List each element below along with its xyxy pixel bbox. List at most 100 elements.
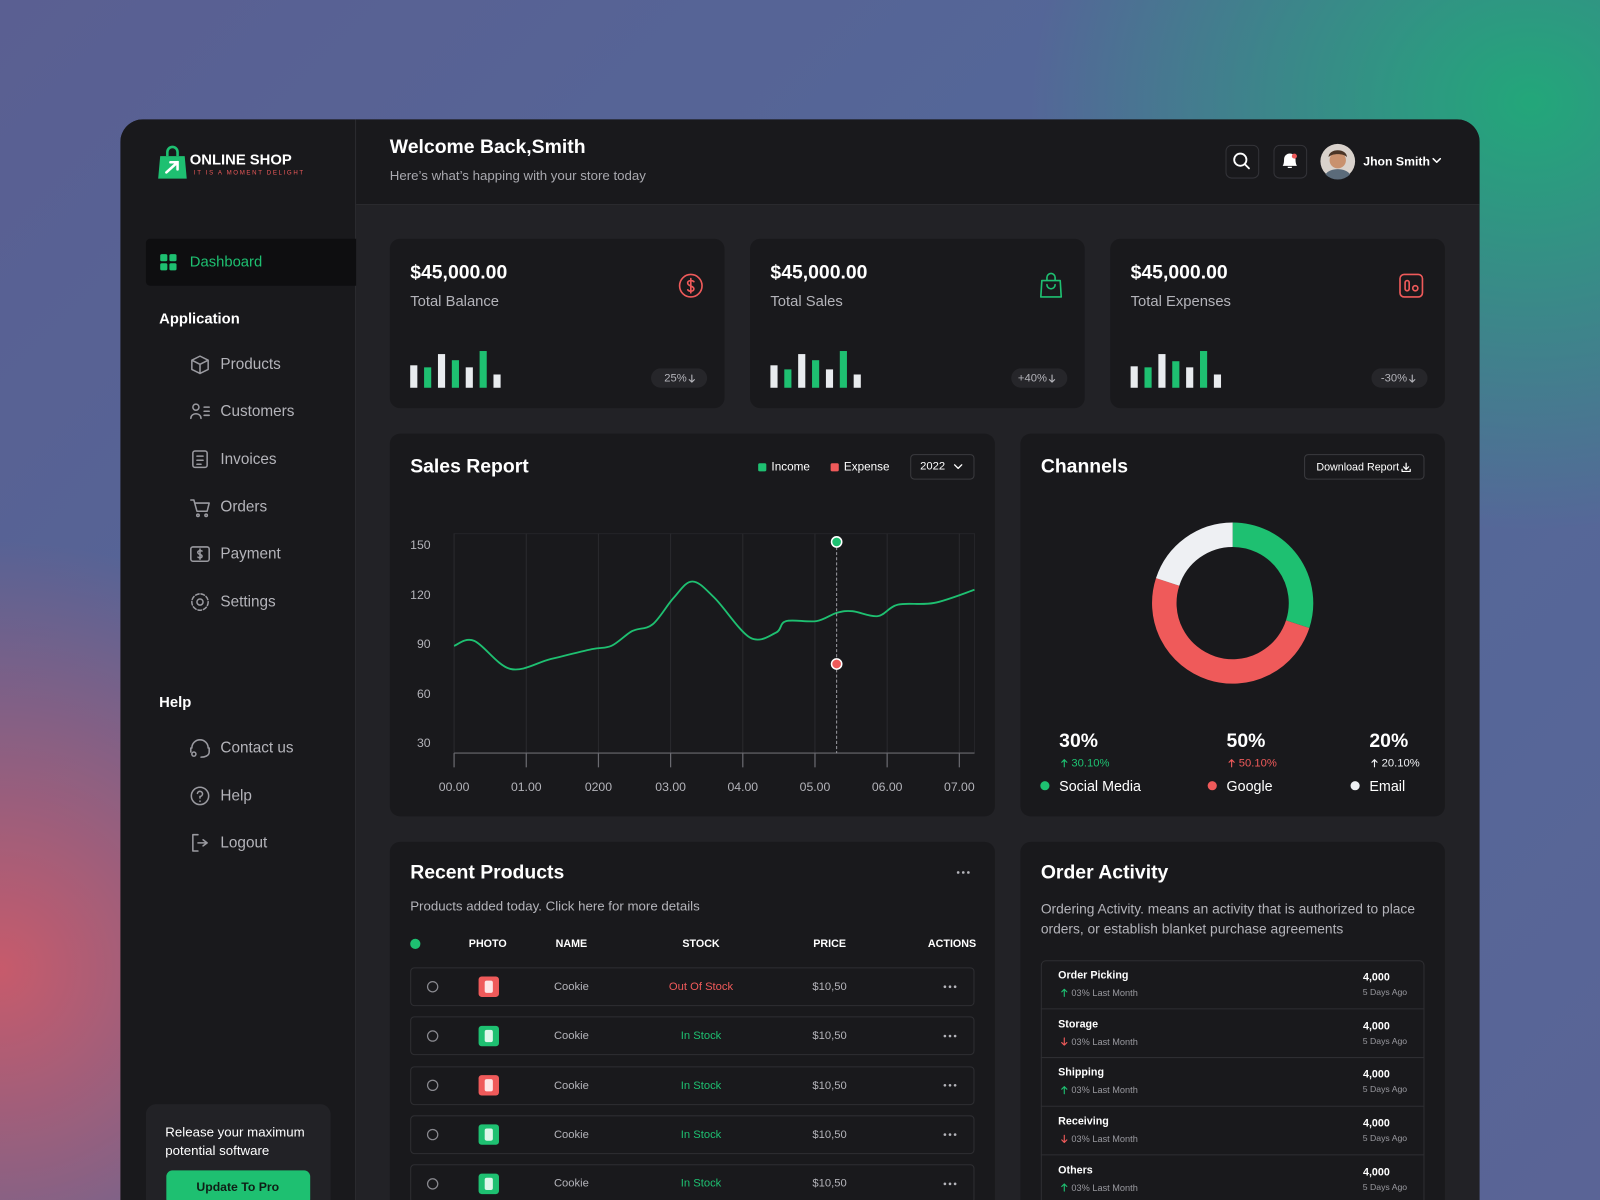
channel-change: 20.10% xyxy=(1381,757,1420,770)
icon-part xyxy=(686,277,695,294)
download-icon xyxy=(1401,462,1411,473)
stat-amount: $45,000.00 xyxy=(1130,262,1228,284)
icon-part xyxy=(953,464,963,470)
nav-item[interactable]: Products xyxy=(220,355,281,373)
search-icon xyxy=(1233,152,1250,170)
icon-part xyxy=(192,833,208,852)
stat-label: Total Sales xyxy=(770,293,843,311)
notification-button[interactable] xyxy=(1273,144,1308,179)
nav-item[interactable]: Customers xyxy=(220,402,295,420)
dot xyxy=(953,1133,957,1136)
icon-part xyxy=(1371,759,1378,768)
mini-bar xyxy=(410,365,418,388)
download-button[interactable] xyxy=(1304,454,1425,480)
activity-time: 5 Days Ago xyxy=(1362,1035,1408,1046)
mini-bar xyxy=(853,374,861,388)
product-row xyxy=(410,1164,975,1200)
column-header: ACTIONS xyxy=(927,937,977,951)
x-tick-label: 03.00 xyxy=(655,779,686,794)
plot-frame xyxy=(453,533,976,754)
nav-item[interactable]: Payment xyxy=(220,545,281,563)
activity-value: 4,000 xyxy=(1362,1068,1390,1082)
nav-item[interactable]: Settings xyxy=(220,593,276,611)
recent-products-subtitle: Products added today. Click here for mor… xyxy=(410,898,700,914)
stat-label: Total Expenses xyxy=(1130,293,1231,311)
nav-icon xyxy=(190,786,210,806)
nav-item[interactable]: Contact us xyxy=(220,739,294,757)
stat-icon xyxy=(678,273,703,298)
dot xyxy=(967,871,970,874)
product-stock: In Stock xyxy=(680,1079,722,1092)
nav-section-title: Application xyxy=(159,311,240,328)
user-name[interactable]: Jhon Smith xyxy=(1363,154,1430,169)
trend-arrow xyxy=(1061,988,1068,997)
nav-item[interactable]: Orders xyxy=(220,498,268,516)
stat-amount: $45,000.00 xyxy=(410,262,508,284)
activity-value: 4,000 xyxy=(1362,1020,1390,1033)
product-row xyxy=(410,1115,975,1154)
channel-legend-dot xyxy=(1207,781,1217,791)
nav-icon xyxy=(190,499,210,518)
y-tick-label: 150 xyxy=(410,538,431,553)
mini-bar xyxy=(784,369,792,388)
mini-bar xyxy=(1158,354,1166,388)
activity-name: Storage xyxy=(1058,1018,1099,1031)
nav-item[interactable]: Help xyxy=(220,787,252,805)
dot xyxy=(943,1133,947,1136)
icon-part xyxy=(1411,284,1419,292)
dot xyxy=(953,1182,957,1186)
brand-name: ONLINE SHOP xyxy=(189,152,292,169)
icon-part xyxy=(1291,153,1297,159)
change-arrow xyxy=(1048,374,1056,383)
nav-item[interactable]: Invoices xyxy=(220,450,277,468)
nav-icon xyxy=(191,593,209,611)
change-pill xyxy=(1011,368,1068,388)
nav-item-active[interactable]: Dashboard xyxy=(189,254,263,271)
icon-part xyxy=(196,455,204,466)
dot xyxy=(953,1083,957,1087)
product-row xyxy=(410,1016,975,1056)
icon-part xyxy=(1401,462,1411,473)
promo-text: Release your maximum potential software xyxy=(165,1124,305,1159)
channel-name: Email xyxy=(1369,777,1406,794)
dot xyxy=(961,871,965,874)
x-tick-label: 0200 xyxy=(584,779,613,794)
product-stock: In Stock xyxy=(680,1177,722,1190)
upgrade-button[interactable] xyxy=(166,1170,311,1200)
activity-time: 5 Days Ago xyxy=(1362,1132,1408,1143)
dot xyxy=(948,1034,952,1038)
order-activity-description: Ordering Activity. means an activity tha… xyxy=(1040,901,1415,937)
trend-arrow xyxy=(1061,1037,1068,1046)
year-select-label[interactable]: 2022 xyxy=(920,460,946,473)
product-name: Cookie xyxy=(553,1029,589,1043)
icon-part xyxy=(1061,1086,1068,1095)
row-radio xyxy=(426,1030,439,1042)
product-name: Cookie xyxy=(553,1177,589,1190)
upgrade-button-label[interactable]: Update To Pro xyxy=(196,1179,280,1194)
nav-icon xyxy=(192,450,208,469)
product-photo-glyph xyxy=(484,980,493,993)
x-tick-label: 05.00 xyxy=(799,779,831,794)
download-button-label[interactable]: Download Report xyxy=(1316,461,1400,474)
row-radio xyxy=(426,1178,439,1190)
column-header: STOCK xyxy=(682,937,720,951)
icon-part xyxy=(191,355,209,375)
icon-part xyxy=(1048,374,1056,383)
nav-active-bg[interactable] xyxy=(145,238,357,286)
mini-bar xyxy=(1130,366,1138,388)
legend-label: Income xyxy=(771,461,810,474)
search-button[interactable] xyxy=(1225,144,1260,179)
nav-item[interactable]: Logout xyxy=(220,834,268,852)
x-tick-label: 04.00 xyxy=(727,779,759,794)
product-stock: In Stock xyxy=(680,1128,722,1141)
year-select[interactable] xyxy=(910,454,975,480)
icon-part xyxy=(1328,150,1347,158)
mini-bar xyxy=(451,360,459,388)
legend-swatch xyxy=(830,463,839,472)
channel-name: Google xyxy=(1226,777,1273,794)
channel-change-arrow xyxy=(1228,759,1235,768)
icon-part xyxy=(1409,374,1416,383)
icon-part xyxy=(1040,272,1063,298)
mini-bar xyxy=(839,351,847,388)
icon-part xyxy=(1404,279,1411,292)
